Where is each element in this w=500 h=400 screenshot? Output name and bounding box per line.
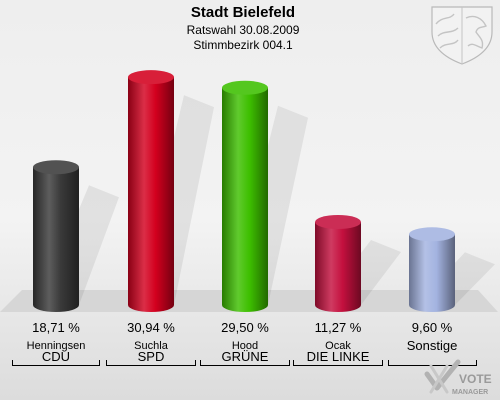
bar-top-linke	[315, 215, 361, 230]
value-label-linke: 11,27 %	[315, 320, 362, 335]
chart-subtitle-line-2: Stimmbezirk 004.1	[193, 38, 293, 52]
bars	[33, 70, 455, 312]
value-label-cdu: 18,71 %	[32, 320, 80, 335]
party-label-gruene: GRÜNE	[222, 349, 269, 364]
candidate-label-linke: Ocak	[325, 340, 351, 352]
bar-body-sonstige	[409, 234, 455, 312]
bar-sonstige	[409, 227, 455, 312]
value-labels: 18,71 % 30,94 % 29,50 % 11,27 % 9,60 %	[32, 320, 453, 335]
value-label-spd: 30,94 %	[127, 320, 175, 335]
party-label-sonstige: Sonstige	[407, 338, 458, 353]
chart-subtitle-line-1: Ratswahl 30.08.2009	[187, 23, 300, 37]
vote-manager-logo: VOTE MANAGER	[424, 359, 492, 396]
bar-body-linke	[315, 222, 361, 312]
label-brackets	[12, 360, 477, 366]
bar-top-gruene	[222, 80, 268, 95]
vote-check-icon	[424, 359, 461, 394]
bar-spd	[128, 70, 174, 312]
bar-top-sonstige	[409, 227, 455, 242]
bar-top-cdu	[33, 160, 79, 175]
bar-body-cdu	[33, 167, 79, 312]
brand-line-1: VOTE	[459, 372, 492, 386]
value-label-sonstige: 9,60 %	[412, 320, 453, 335]
brand-line-2: MANAGER	[452, 389, 488, 396]
bar-top-spd	[128, 70, 174, 85]
candidate-label-cdu: Henningsen	[27, 340, 86, 352]
chart-header: Stadt Bielefeld Ratswahl 30.08.2009 Stim…	[187, 4, 300, 52]
coat-of-arms-icon	[431, 6, 493, 65]
bar-body-gruene	[222, 87, 268, 312]
party-label-linke: DIE LINKE	[307, 349, 370, 364]
party-labels: CDU SPD GRÜNE DIE LINKE Sonstige	[42, 338, 457, 364]
value-label-gruene: 29,50 %	[221, 320, 269, 335]
candidate-label-spd: Suchla	[134, 340, 169, 352]
party-label-spd: SPD	[138, 349, 165, 364]
bar-gruene	[222, 80, 268, 312]
bar-cdu	[33, 160, 79, 312]
candidate-labels: Henningsen Suchla Hood Ocak	[27, 340, 352, 352]
chart-title: Stadt Bielefeld	[191, 4, 295, 21]
bar-body-spd	[128, 77, 174, 312]
candidate-label-gruene: Hood	[232, 340, 258, 352]
bar-linke	[315, 215, 361, 312]
party-label-cdu: CDU	[42, 349, 70, 364]
